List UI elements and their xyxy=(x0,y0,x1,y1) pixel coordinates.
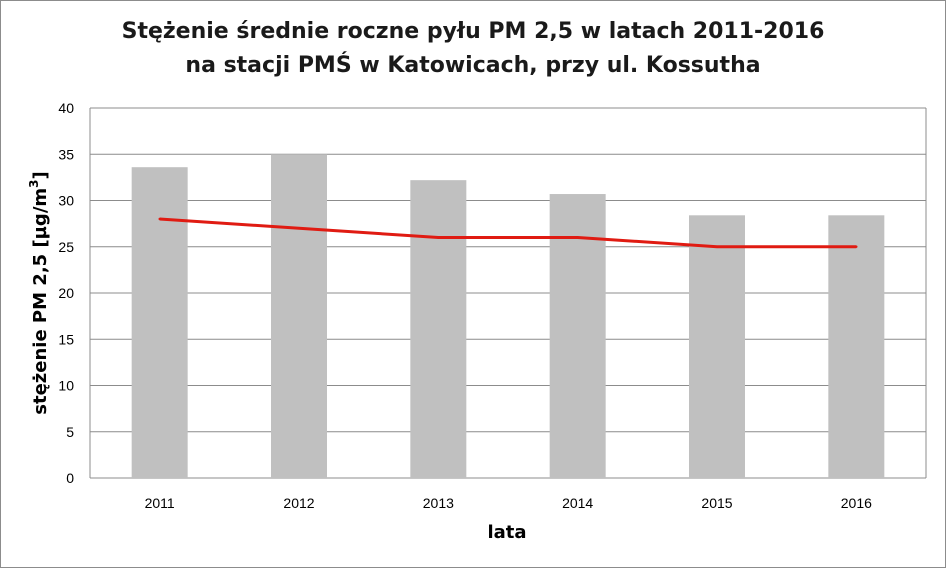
y-tick-label: 10 xyxy=(58,378,74,394)
line-point-2013 xyxy=(437,236,440,239)
x-tick-label: 2012 xyxy=(283,495,314,511)
chart-title: Stężenie średnie roczne pyłu PM 2,5 w la… xyxy=(1,15,945,83)
y-tick-label: 15 xyxy=(58,331,74,347)
y-tick-label: 20 xyxy=(58,285,74,301)
line-point-2014 xyxy=(576,236,579,239)
x-tick-label: 2015 xyxy=(701,495,732,511)
y-tick-label: 25 xyxy=(58,239,74,255)
line-point-2016 xyxy=(855,245,858,248)
chart-title-line-2: na stacji PMŚ w Katowicach, przy ul. Kos… xyxy=(185,53,761,78)
y-axis-title-main: stężenie PM 2,5 [µg/m xyxy=(30,188,51,415)
x-tick-label: 2016 xyxy=(841,495,872,511)
x-tick-label: 2011 xyxy=(145,495,175,511)
y-axis-ticks: 0 5 10 15 20 25 30 35 40 xyxy=(58,100,74,486)
y-tick-label: 5 xyxy=(66,424,74,440)
bar-2015 xyxy=(689,215,745,479)
y-axis-title-superscript: 3 xyxy=(27,179,41,187)
y-tick-label: 0 xyxy=(66,470,74,486)
gridlines xyxy=(89,107,927,479)
line-point-2011 xyxy=(158,217,161,221)
y-tick-label: 30 xyxy=(58,193,74,209)
line-point-2015 xyxy=(715,245,719,248)
bar-2011 xyxy=(131,167,188,478)
x-tick-label: 2013 xyxy=(423,495,454,511)
line-series xyxy=(158,217,858,249)
line-trend xyxy=(159,217,857,249)
y-axis-title: stężenie PM 2,5 [µg/m3] xyxy=(27,171,51,414)
y-tick-label: 35 xyxy=(58,146,74,162)
y-axis-title-end: ] xyxy=(30,171,51,179)
chart-title-line-1: Stężenie średnie roczne pyłu PM 2,5 w la… xyxy=(121,19,825,44)
bar-2014 xyxy=(549,194,606,478)
y-tick-label: 40 xyxy=(58,100,74,116)
x-tick-label: 2014 xyxy=(562,495,593,511)
x-axis-ticks: 2011 2012 2013 2014 2015 2016 xyxy=(145,495,873,511)
x-axis-title: lata xyxy=(487,522,526,543)
bar-2012 xyxy=(271,154,327,478)
bar-2016 xyxy=(828,215,885,479)
bar-2013 xyxy=(410,180,467,478)
line-point-2012 xyxy=(297,227,301,230)
bar-series xyxy=(131,154,885,479)
